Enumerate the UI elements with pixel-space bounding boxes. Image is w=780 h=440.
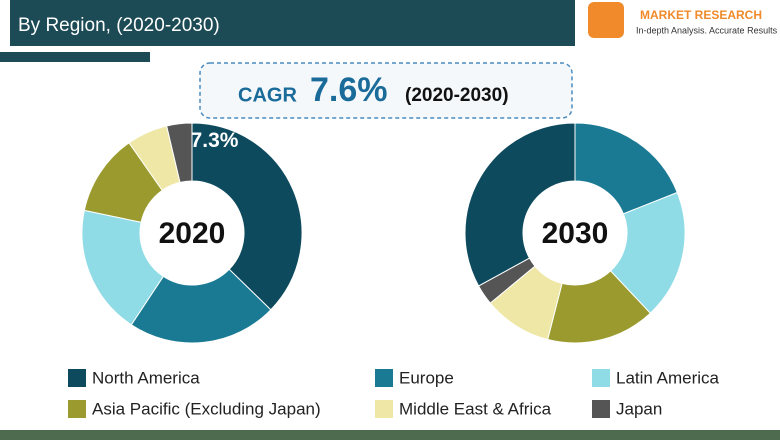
- legend-label: Latin America: [616, 368, 720, 387]
- center-label: 2030: [542, 217, 609, 250]
- donut-segment: [574, 122, 678, 215]
- header-bar: [10, 0, 575, 46]
- legend-swatch: [375, 400, 393, 418]
- logo-tagline: In-depth Analysis. Accurate Results: [636, 25, 778, 35]
- donut-segment: [166, 122, 193, 184]
- legend-swatch: [592, 369, 610, 387]
- center-label: 2020: [159, 217, 226, 250]
- legend-label: Middle East & Africa: [399, 399, 552, 418]
- footer-bar: [0, 430, 780, 440]
- logo-icon: [588, 2, 624, 38]
- donut-segment: [81, 209, 165, 326]
- donut-segment: [609, 191, 686, 314]
- legend-label: Asia Pacific (Excluding Japan): [92, 399, 321, 418]
- legend-label: North America: [92, 368, 200, 387]
- value-label: 37.3%: [179, 129, 239, 152]
- legend-swatch: [592, 400, 610, 418]
- cagr-period: (2020-2030): [405, 85, 509, 106]
- donut-segment: [464, 122, 576, 287]
- donut-segment: [130, 268, 272, 344]
- legend-label: Europe: [399, 368, 454, 387]
- donut-segment: [191, 122, 303, 311]
- legend-swatch: [68, 400, 86, 418]
- cagr-label: CAGR: [238, 84, 297, 106]
- cagr-value: 7.6%: [310, 71, 388, 109]
- subtitle: By Region, (2020-2030): [18, 15, 220, 36]
- divider: [0, 52, 150, 62]
- charts: 37.3% 2020 2030 North America Europe Latin Am…: [68, 122, 720, 418]
- legend-swatch: [375, 369, 393, 387]
- cagr-box: [199, 62, 573, 119]
- logo-text: MARKET RESEARCH: [640, 8, 762, 22]
- legend-swatch: [68, 369, 86, 387]
- legend-label: Japan: [616, 399, 662, 418]
